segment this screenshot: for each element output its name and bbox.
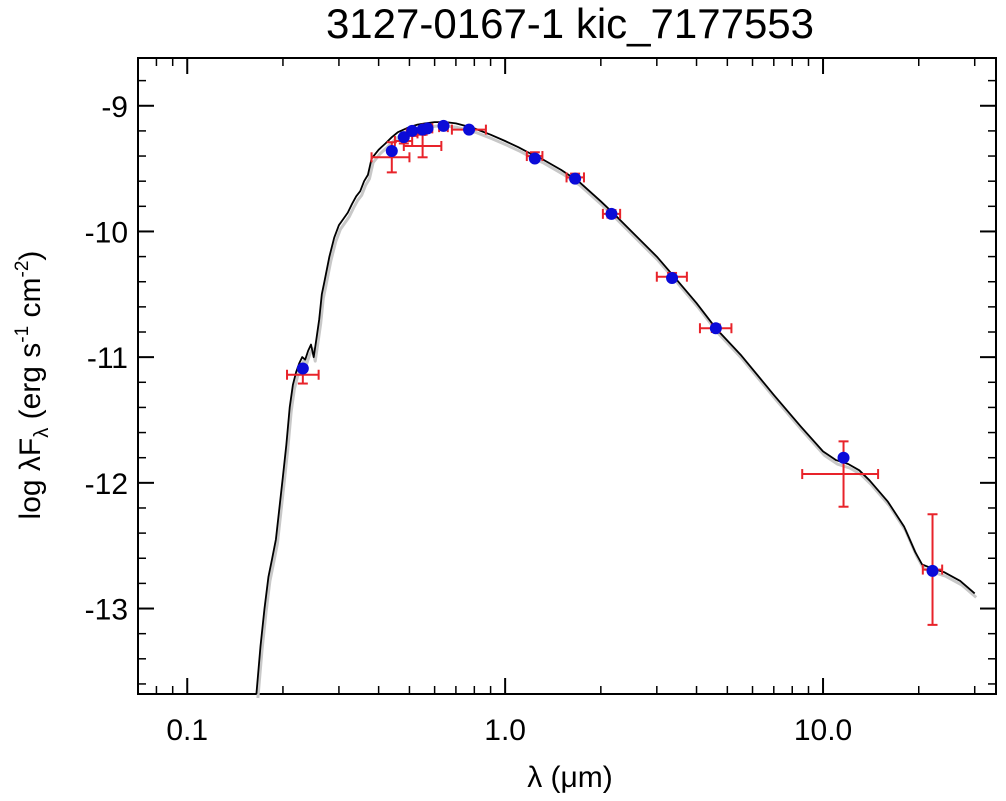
x-axis-label: λ (μm) xyxy=(527,761,613,794)
y-axis: -9 -10 -11 -12 -13 xyxy=(85,79,996,685)
synthetic-point xyxy=(296,362,309,375)
synthetic-point xyxy=(463,123,476,136)
observed-point xyxy=(801,440,880,508)
synthetic-point xyxy=(437,119,450,132)
y-tick-label: -12 xyxy=(85,468,128,501)
model-sed-curve xyxy=(255,121,976,695)
x-axis: 0.1 1.0 10.0 xyxy=(137,58,976,747)
y-tick-label: -11 xyxy=(87,342,128,375)
y-tick-label: -13 xyxy=(85,594,128,627)
plot-border xyxy=(137,57,997,695)
synthetic-point xyxy=(666,271,679,284)
observed-photometry-layer xyxy=(286,122,944,626)
synthetic-photometry-layer xyxy=(296,119,939,577)
model-sed-layer xyxy=(255,121,978,699)
y-tick-label: -10 xyxy=(85,216,128,249)
synthetic-point xyxy=(926,564,939,577)
x-tick-label: 10.0 xyxy=(794,714,852,747)
chart-title: 3127-0167-1 kic_7177553 xyxy=(326,0,814,47)
synthetic-point xyxy=(569,172,582,185)
synthetic-point xyxy=(385,145,398,158)
synthetic-point xyxy=(406,124,419,137)
plot-frame xyxy=(137,57,997,695)
synthetic-point xyxy=(605,207,618,220)
synthetic-point xyxy=(528,152,541,165)
x-tick-label: 1.0 xyxy=(484,714,526,747)
synthetic-point xyxy=(837,451,850,464)
x-tick-label: 0.1 xyxy=(166,714,208,747)
synthetic-point xyxy=(421,122,434,135)
y-tick-label: -9 xyxy=(101,91,128,124)
synthetic-point xyxy=(709,322,722,335)
synthetic-point xyxy=(397,131,410,144)
y-axis-label: log λFλ (erg s-1 cm-2) xyxy=(12,251,53,520)
